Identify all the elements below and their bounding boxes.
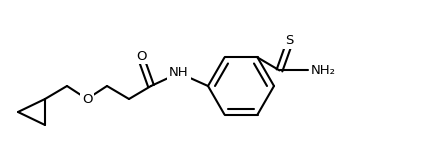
Text: S: S — [285, 34, 294, 47]
Text: O: O — [82, 93, 92, 106]
Text: NH: NH — [169, 65, 189, 78]
Text: O: O — [136, 49, 146, 62]
Text: NH₂: NH₂ — [311, 64, 336, 77]
